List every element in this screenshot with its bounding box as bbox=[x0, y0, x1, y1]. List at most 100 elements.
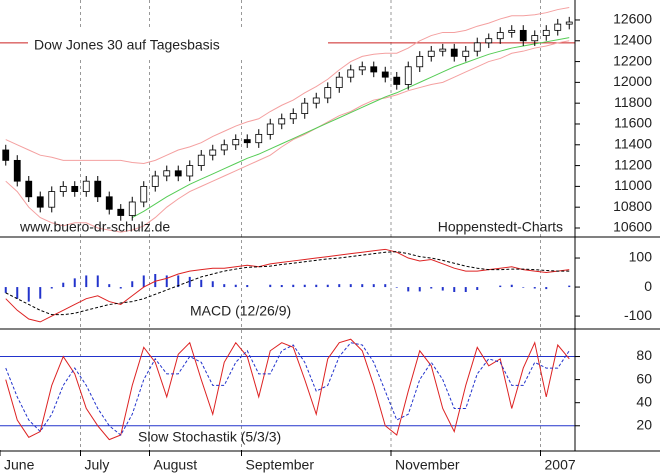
histogram-bar bbox=[464, 287, 467, 292]
histogram-bar bbox=[62, 282, 65, 288]
candle-body bbox=[496, 32, 504, 40]
histogram-bar bbox=[50, 287, 53, 289]
candle-body bbox=[324, 87, 332, 99]
histogram-bar bbox=[269, 284, 272, 288]
candle-body bbox=[519, 29, 527, 42]
histogram-bar bbox=[85, 275, 88, 288]
y-tick-label: 80 bbox=[636, 347, 652, 363]
chart-title: Dow Jones 30 auf Tagesbasis bbox=[34, 37, 220, 53]
candle-body bbox=[335, 76, 343, 88]
candle-body bbox=[393, 76, 401, 85]
candle-body bbox=[439, 48, 447, 52]
panel-title: Slow Stochastik (5/3/3) bbox=[138, 429, 281, 445]
y-tick-label: 10800 bbox=[613, 198, 652, 214]
histogram-bar bbox=[338, 284, 341, 288]
histogram-bar bbox=[39, 287, 42, 299]
candle-body bbox=[542, 29, 550, 36]
candle-body bbox=[358, 66, 366, 71]
y-tick-label: 20 bbox=[636, 416, 652, 432]
histogram-bar bbox=[476, 287, 479, 290]
y-tick-label: 40 bbox=[636, 393, 652, 409]
histogram-bar bbox=[223, 284, 226, 288]
histogram-bar bbox=[234, 284, 237, 288]
series-line bbox=[132, 37, 570, 219]
candle-body bbox=[473, 42, 481, 52]
histogram-bar bbox=[96, 275, 99, 288]
histogram-bar bbox=[395, 287, 398, 288]
histogram-bar bbox=[418, 287, 421, 292]
candle-body bbox=[186, 165, 194, 177]
histogram-bar bbox=[568, 285, 571, 288]
histogram-bar bbox=[453, 287, 456, 292]
candle-body bbox=[117, 208, 125, 216]
candle-body bbox=[209, 149, 217, 156]
histogram-bar bbox=[441, 287, 444, 291]
candle-body bbox=[427, 50, 435, 57]
candle-body bbox=[462, 50, 470, 57]
source-left: www.buero-dr-schulz.de bbox=[19, 219, 170, 235]
candle-body bbox=[197, 154, 205, 166]
candle-body bbox=[36, 196, 44, 208]
source-right: Hoppenstedt-Charts bbox=[438, 219, 563, 235]
candle-body bbox=[163, 170, 171, 177]
histogram-bar bbox=[510, 284, 513, 288]
candle-body bbox=[71, 185, 79, 192]
histogram-bar bbox=[372, 284, 375, 288]
candle-body bbox=[255, 133, 263, 144]
candle-body bbox=[381, 71, 389, 78]
candle-body bbox=[266, 123, 274, 135]
candle-body bbox=[370, 66, 378, 73]
histogram-bar bbox=[165, 275, 168, 288]
x-tick-label: August bbox=[154, 457, 198, 473]
y-tick-label: 12400 bbox=[613, 31, 652, 47]
candle-body bbox=[278, 118, 286, 125]
y-tick-label: 11000 bbox=[614, 177, 652, 193]
y-tick-label: -100 bbox=[624, 307, 652, 323]
candle-body bbox=[565, 21, 573, 25]
x-tick-label: 2007 bbox=[545, 457, 576, 473]
candle-body bbox=[151, 175, 159, 187]
candle-body bbox=[289, 113, 297, 120]
series-line bbox=[5, 40, 570, 233]
histogram-bar bbox=[211, 281, 214, 288]
histogram-bar bbox=[246, 285, 249, 288]
y-tick-label: 10600 bbox=[613, 219, 652, 235]
candle-body bbox=[450, 48, 458, 57]
candle-body bbox=[404, 66, 412, 85]
candle-body bbox=[301, 102, 309, 114]
x-tick-label: June bbox=[4, 457, 35, 473]
candle-body bbox=[554, 23, 562, 31]
histogram-bar bbox=[384, 284, 387, 288]
histogram-bar bbox=[108, 284, 111, 288]
candle-body bbox=[59, 185, 67, 192]
x-tick-label: July bbox=[85, 457, 110, 473]
x-tick-label: September bbox=[246, 457, 315, 473]
candle-body bbox=[105, 196, 113, 210]
candle-body bbox=[243, 139, 251, 144]
y-tick-label: 12200 bbox=[613, 52, 652, 68]
histogram-bar bbox=[200, 279, 203, 288]
candle-body bbox=[531, 35, 539, 42]
histogram-bar bbox=[326, 284, 329, 288]
candle-body bbox=[485, 38, 493, 44]
panel-title: MACD (12/26/9) bbox=[190, 303, 291, 319]
candle-body bbox=[25, 180, 33, 198]
candle-body bbox=[2, 149, 10, 161]
histogram-bar bbox=[545, 287, 548, 290]
candle-body bbox=[416, 55, 424, 68]
histogram-bar bbox=[280, 285, 283, 288]
histogram-bar bbox=[407, 287, 410, 292]
candle-body bbox=[140, 185, 148, 203]
x-tick-label: November bbox=[395, 457, 460, 473]
candle-body bbox=[82, 180, 90, 192]
title-bg bbox=[28, 30, 328, 60]
candle-body bbox=[174, 170, 182, 177]
y-tick-label: 60 bbox=[636, 370, 652, 386]
series-line bbox=[5, 338, 570, 441]
histogram-bar bbox=[131, 281, 134, 288]
candle-body bbox=[128, 201, 136, 216]
histogram-bar bbox=[73, 278, 76, 288]
candle-body bbox=[347, 69, 355, 78]
histogram-bar bbox=[292, 284, 295, 288]
